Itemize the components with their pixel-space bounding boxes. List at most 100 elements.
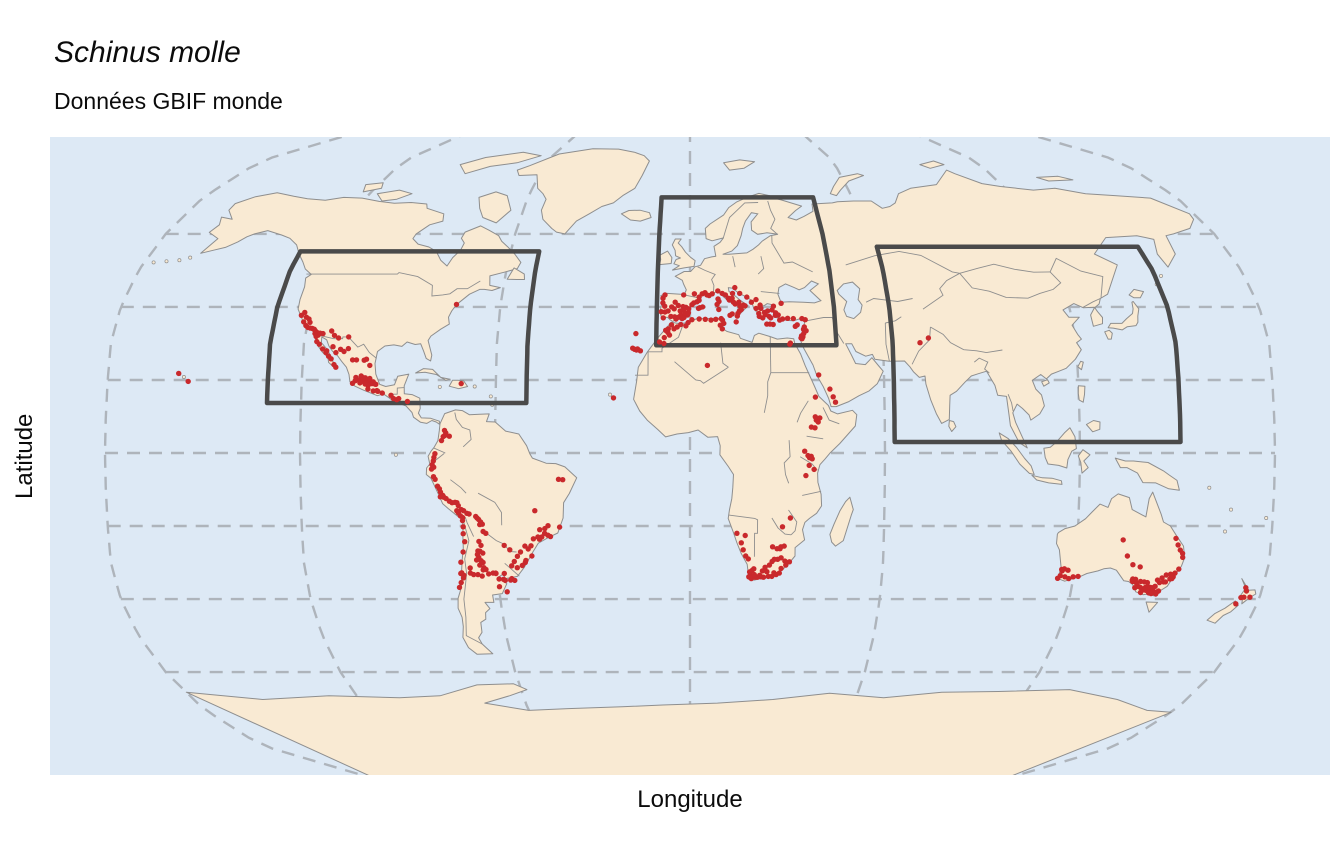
occurrence-point: [330, 344, 336, 350]
occurrence-point: [790, 315, 796, 322]
occurrence-point: [729, 290, 736, 297]
continent: [200, 192, 522, 425]
occurrence-point: [428, 466, 435, 472]
island: [1107, 301, 1140, 331]
occurrence-point: [467, 565, 473, 571]
occurrence-point: [816, 372, 822, 378]
occurrence-point: [753, 305, 759, 312]
occurrence-point: [511, 558, 517, 565]
occurrence-point: [483, 566, 489, 573]
islet: [1264, 516, 1269, 520]
occurrence-point: [532, 508, 538, 514]
country-border: [930, 326, 1003, 354]
occurrence-point: [719, 326, 725, 332]
occurrence-point: [370, 388, 376, 394]
region-box-north-america: [264, 249, 542, 406]
occurrence-point: [328, 356, 334, 362]
occurrence-point: [1172, 570, 1178, 576]
occurrence-point: [1167, 571, 1174, 577]
island: [1128, 288, 1144, 299]
country-border: [450, 479, 467, 494]
occurrence-point: [768, 315, 774, 321]
map-panel: [50, 137, 1330, 775]
occurrence-point: [786, 559, 793, 565]
occurrence-point: [665, 308, 671, 314]
occurrence-point: [496, 584, 503, 590]
occurrence-point: [812, 425, 818, 431]
continent: [633, 317, 858, 581]
occurrence-point: [560, 477, 566, 483]
occurrence-point: [708, 317, 714, 323]
occurrence-point: [660, 315, 666, 321]
occurrence-point: [523, 557, 529, 564]
occurrence-point: [781, 543, 787, 549]
country-border: [635, 351, 649, 376]
occurrence-point: [462, 539, 468, 545]
occurrence-point: [925, 335, 932, 341]
occurrence-point: [357, 380, 363, 386]
islet: [393, 452, 398, 457]
occurrence-point: [784, 315, 791, 321]
occurrence-point: [432, 476, 438, 482]
country-border: [783, 440, 791, 484]
country-border: [722, 202, 759, 238]
occurrence-point: [375, 388, 381, 394]
occurrence-point: [319, 346, 326, 352]
occurrence-point: [541, 530, 548, 536]
occurrence-point: [776, 570, 782, 576]
occurrence-point: [501, 542, 507, 549]
occurrence-point: [732, 284, 738, 291]
occurrence-point: [473, 557, 480, 563]
occurrence-point: [696, 294, 702, 300]
occurrence-point: [475, 571, 481, 578]
country-border: [433, 447, 446, 454]
occurrence-point: [456, 584, 463, 591]
country-border: [464, 517, 475, 537]
occurrence-point: [811, 466, 817, 473]
occurrence-point: [748, 299, 755, 305]
occurrence-point: [396, 395, 402, 402]
occurrence-point: [753, 296, 759, 303]
occurrence-point: [373, 381, 379, 387]
occurrence-point: [176, 370, 182, 377]
occurrence-point: [1163, 572, 1170, 578]
occurrence-point: [782, 558, 788, 564]
occurrence-point: [671, 306, 677, 312]
occurrence-point: [1153, 591, 1159, 597]
occurrence-point: [751, 571, 757, 578]
island: [1077, 449, 1091, 474]
occurrence-point: [738, 306, 744, 313]
occurrence-point: [704, 362, 711, 369]
occurrence-point: [316, 341, 322, 347]
occurrence-point: [365, 386, 371, 392]
occurrence-point: [770, 303, 777, 309]
country-border: [1082, 298, 1101, 308]
occurrence-point: [1247, 594, 1253, 600]
occurrence-point: [466, 511, 472, 517]
occurrence-point: [756, 313, 762, 320]
country-border: [767, 200, 778, 235]
occurrence-point: [313, 333, 319, 340]
islet: [608, 392, 612, 397]
plot-subtitle: Données GBIF monde: [54, 88, 283, 114]
occurrence-point: [458, 570, 464, 577]
occurrence-point: [514, 553, 521, 559]
occurrence-point: [185, 378, 191, 385]
country-border: [959, 263, 1051, 274]
country-border: [760, 291, 780, 294]
country-border: [1049, 257, 1104, 298]
x-axis-label: Longitude: [637, 786, 743, 813]
island: [829, 173, 864, 197]
country-border: [802, 490, 822, 496]
islet: [1159, 273, 1163, 278]
occurrence-point: [830, 394, 836, 400]
occurrence-point: [453, 301, 460, 308]
occurrence-point: [345, 345, 352, 352]
occurrence-point: [535, 534, 541, 540]
islet: [1229, 507, 1233, 512]
occurrence-point: [744, 294, 750, 300]
occurrence-point: [1075, 573, 1081, 580]
occurrence-point: [696, 316, 702, 322]
occurrence-point: [1159, 575, 1165, 581]
occurrence-point: [805, 452, 811, 459]
